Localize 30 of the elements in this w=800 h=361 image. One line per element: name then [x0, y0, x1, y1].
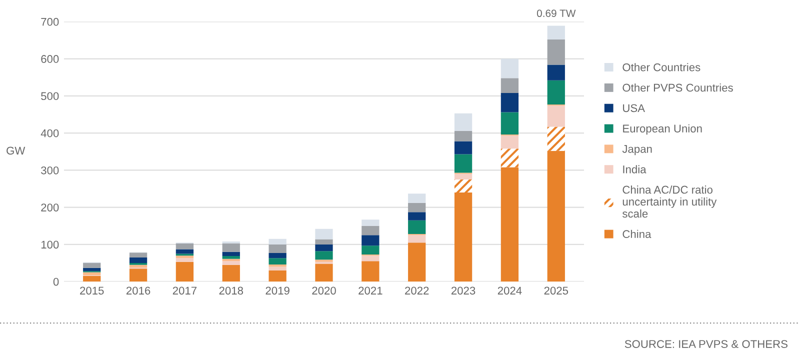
legend-label: Japan — [622, 145, 652, 156]
annotation: 0.69 TW — [536, 10, 576, 18]
legend-label: India — [623, 165, 646, 174]
y-tick-label: 600 — [41, 55, 59, 63]
x-tick-label: 2016 — [126, 286, 150, 295]
y-axis-title: GW — [6, 146, 26, 155]
x-tick-label: 2020 — [312, 286, 336, 295]
x-tick-label: 2017 — [172, 286, 197, 295]
y-tick-label: 400 — [40, 129, 59, 138]
legend-label: China — [622, 230, 652, 238]
x-tick-label: 2019 — [266, 286, 290, 295]
y-tick-label: 700 — [41, 18, 59, 26]
y-tick-label: 300 — [41, 166, 59, 174]
y-tick-label: 500 — [41, 92, 59, 100]
legend-label: Other Countries — [622, 63, 700, 72]
y-tick-label: 0 — [53, 278, 59, 286]
x-tick-label: 2023 — [451, 286, 476, 295]
x-tick-label: 2018 — [219, 286, 244, 295]
x-tick-label: 2024 — [498, 286, 522, 295]
legend-label: Other PVPS Countries — [622, 83, 733, 92]
y-tick-label: 200 — [41, 204, 59, 212]
legend-label: European Union — [623, 124, 702, 135]
y-tick-label: 100 — [41, 240, 59, 249]
x-tick-label: 2015 — [80, 286, 104, 295]
x-tick-label: 2025 — [544, 286, 568, 295]
x-tick-label: 2022 — [405, 286, 429, 295]
legend-label: USA — [623, 104, 645, 112]
source-note: SOURCE: IEA PVPS & OTHERS — [624, 340, 788, 348]
x-tick-label: 2021 — [358, 286, 382, 295]
legend-label: China AC/DC ratio uncertainty in utility scale — [622, 186, 717, 218]
